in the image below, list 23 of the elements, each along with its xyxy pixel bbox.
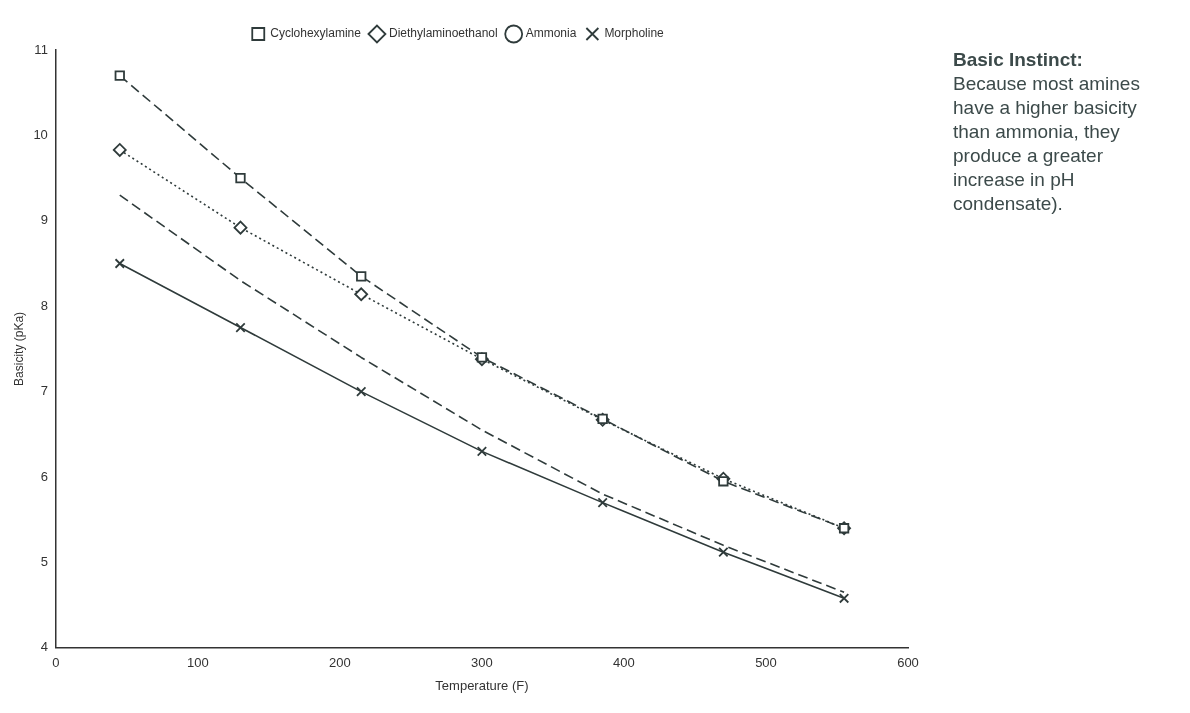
legend-label: Morpholine [604,26,665,41]
x-tick-label: 500 [755,655,777,671]
y-tick-label: 11 [34,41,48,57]
x-tick-label: 200 [329,655,351,671]
y-tick-label: 7 [40,383,48,399]
y-tick-label: 5 [40,553,48,569]
y-tick-label: 8 [40,297,48,313]
x-tick-label: 400 [613,655,635,671]
x-tick-label: 0 [52,655,60,671]
x-tick-label: 300 [471,655,493,671]
x-axis-title: Temperature (F) [435,677,529,693]
y-axis-title: Basicity (pKa) [11,311,26,386]
text: Because most amines have a higher basicity than ammonia, they produce a greater increase in pH condensate). [953,72,1141,216]
x-tick-label: 100 [187,655,209,671]
x-tick-label: 600 [897,655,919,671]
y-tick-label: 6 [40,468,48,484]
legend-label: Ammonia [525,26,577,41]
y-tick-label: 10 [33,126,48,142]
y-tick-label: 4 [40,639,48,655]
y-tick-label: 9 [40,212,48,228]
legend-label: Cyclohexylamine [270,26,362,41]
legend-label: Diethylaminoethanol [388,26,498,41]
text: Basic Instinct: [953,48,1084,72]
